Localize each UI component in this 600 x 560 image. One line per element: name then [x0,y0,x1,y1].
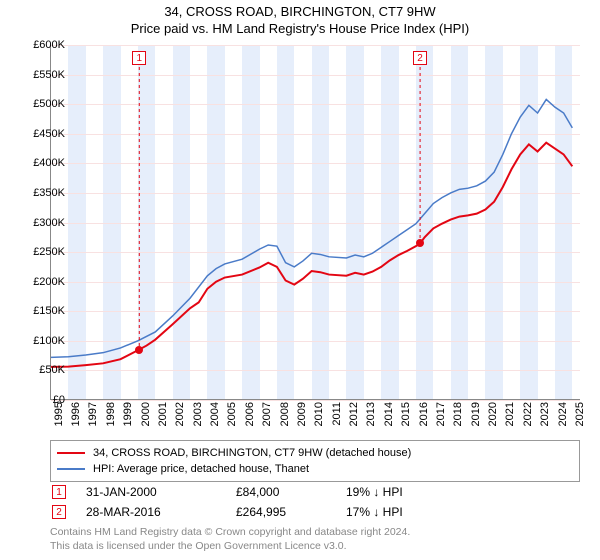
x-axis-label: 2006 [244,402,256,426]
sale-price: £264,995 [236,505,346,519]
x-axis-label: 1999 [122,402,134,426]
x-axis-label: 2002 [174,402,186,426]
sale-row: 1 31-JAN-2000£84,00019% ↓ HPI [50,482,580,502]
chart-svg [51,45,581,400]
x-axis-label: 2007 [261,402,273,426]
sale-date: 28-MAR-2016 [86,505,236,519]
legend-swatch [57,468,85,470]
chart-container: 34, CROSS ROAD, BIRCHINGTON, CT7 9HW Pri… [0,0,600,560]
x-axis-label: 2019 [470,402,482,426]
x-axis-label: 2025 [574,402,586,426]
x-axis-label: 2024 [557,402,569,426]
attribution-line2: This data is licensed under the Open Gov… [50,540,580,554]
sale-row: 2 28-MAR-2016£264,99517% ↓ HPI [50,502,580,522]
x-axis-label: 2018 [452,402,464,426]
x-axis-label: 2004 [209,402,221,426]
chart-plot-area: 12 [50,45,580,400]
y-axis-label: £300K [15,217,65,229]
y-axis-label: £350K [15,187,65,199]
x-axis-label: 2010 [313,402,325,426]
x-axis-label: 2022 [522,402,534,426]
x-axis-label: 2011 [331,402,343,426]
sale-diff: 19% ↓ HPI [346,485,466,499]
title-subtitle: Price paid vs. HM Land Registry's House … [0,21,600,36]
x-axis-label: 2016 [418,402,430,426]
series-line [51,99,572,357]
x-axis-label: 2021 [504,402,516,426]
y-axis-label: £200K [15,276,65,288]
x-axis-label: 2014 [383,402,395,426]
x-axis-label: 2000 [140,402,152,426]
legend: 34, CROSS ROAD, BIRCHINGTON, CT7 9HW (de… [50,440,580,482]
sale-date: 31-JAN-2000 [86,485,236,499]
y-axis-label: £600K [15,39,65,51]
x-axis-label: 1996 [70,402,82,426]
sale-row-marker: 2 [52,505,66,519]
gridline [51,400,580,401]
y-axis-label: £50K [15,364,65,376]
title-address: 34, CROSS ROAD, BIRCHINGTON, CT7 9HW [0,4,600,19]
x-axis-label: 2009 [296,402,308,426]
x-axis-label: 1995 [53,402,65,426]
sale-price: £84,000 [236,485,346,499]
legend-label: 34, CROSS ROAD, BIRCHINGTON, CT7 9HW (de… [93,447,411,459]
title-block: 34, CROSS ROAD, BIRCHINGTON, CT7 9HW Pri… [0,0,600,36]
x-axis-label: 2013 [365,402,377,426]
y-axis-label: £100K [15,335,65,347]
y-axis-label: £550K [15,69,65,81]
x-axis-label: 2023 [539,402,551,426]
x-axis-label: 2012 [348,402,360,426]
sale-marker-dot [416,239,424,247]
y-axis-label: £250K [15,246,65,258]
legend-label: HPI: Average price, detached house, Than… [93,463,309,475]
x-axis-label: 2003 [192,402,204,426]
sale-marker-box: 1 [132,51,146,65]
legend-row: HPI: Average price, detached house, Than… [57,461,573,477]
x-axis-label: 2001 [157,402,169,426]
attribution-line1: Contains HM Land Registry data © Crown c… [50,526,580,540]
x-axis-label: 1998 [105,402,117,426]
x-axis-label: 2005 [226,402,238,426]
y-axis-label: £150K [15,305,65,317]
sale-marker-dot [135,346,143,354]
sales-table: 1 31-JAN-2000£84,00019% ↓ HPI 2 28-MAR-2016… [50,482,580,522]
x-axis-label: 2020 [487,402,499,426]
attribution: Contains HM Land Registry data © Crown c… [50,526,580,553]
x-axis-label: 1997 [87,402,99,426]
x-axis-label: 2017 [435,402,447,426]
sale-marker-box: 2 [413,51,427,65]
legend-row: 34, CROSS ROAD, BIRCHINGTON, CT7 9HW (de… [57,445,573,461]
x-axis-label: 2015 [400,402,412,426]
x-axis-label: 2008 [279,402,291,426]
sale-row-marker: 1 [52,485,66,499]
y-axis-label: £500K [15,98,65,110]
y-axis-label: £450K [15,128,65,140]
legend-swatch [57,452,85,454]
sale-diff: 17% ↓ HPI [346,505,466,519]
series-line [51,143,572,367]
y-axis-label: £400K [15,157,65,169]
